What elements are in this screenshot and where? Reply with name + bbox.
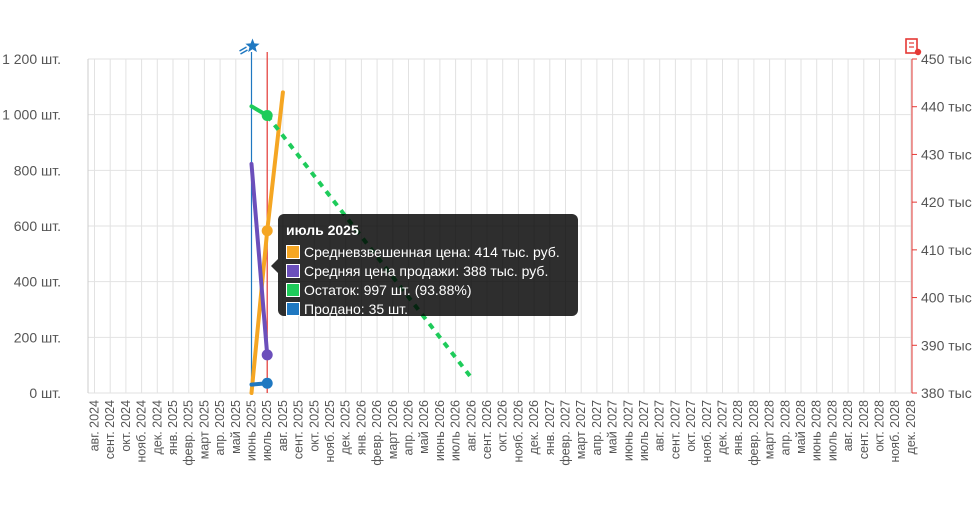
star-trail-icon: [239, 46, 247, 52]
x-tick-label: май 2028: [794, 400, 808, 454]
x-tick-label: май 2026: [417, 400, 431, 454]
data-point-Остаток: [261, 110, 273, 122]
y-right-tick-label: 450 тыс: [921, 51, 972, 67]
x-tick-label: февр. 2027: [559, 400, 573, 466]
x-tick-label: дек. 2027: [716, 400, 730, 455]
x-tick-label: март 2025: [197, 400, 211, 459]
x-tick-label: июнь 2025: [245, 400, 259, 461]
data-point-Средняя-цена-продажи: [261, 349, 273, 361]
x-tick-label: авг. 2025: [276, 400, 290, 451]
x-tick-label: март 2027: [574, 400, 588, 459]
x-tick-label: авг. 2024: [88, 400, 102, 451]
star-trail-icon: [240, 49, 248, 55]
x-tick-label: май 2025: [229, 400, 243, 454]
y-left-tick-label: 1 000 шт.: [2, 107, 61, 123]
x-tick-label: сент. 2026: [480, 400, 494, 459]
x-tick-label: февр. 2028: [747, 400, 761, 466]
x-tick-label: сент. 2025: [292, 400, 306, 459]
x-axis: авг. 2024 сент. 2024 окт. 2024 нояб. 2024 де…: [88, 400, 918, 466]
x-tick-label: авг. 2027: [653, 400, 667, 451]
y-left-tick-label: 1 200 шт.: [2, 51, 61, 67]
y-left-tick-label: 0 шт.: [29, 385, 61, 401]
series-line-Остаток-(прогноз): [265, 114, 473, 379]
tooltip-swatch-weighted-price: [286, 244, 300, 259]
x-tick-label: май 2027: [606, 400, 620, 454]
x-tick-label: февр. 2025: [182, 400, 196, 466]
x-tick-label: янв. 2028: [731, 400, 745, 455]
building-badge-icon: [914, 48, 922, 56]
tooltip-row-text: Остаток: 997 шт. (93.88%): [304, 281, 472, 298]
y-right-tick-label: 400 тыс: [921, 290, 972, 306]
x-tick-label: июль 2027: [637, 400, 651, 461]
tooltip: июль 2025 Средневзвешенная цена: 414 тыс…: [271, 214, 578, 318]
x-tick-label: июнь 2028: [810, 400, 824, 461]
y-right-tick-label: 410 тыс: [921, 242, 972, 258]
x-tick-label: июль 2026: [449, 400, 463, 461]
tooltip-title: июль 2025: [286, 222, 359, 238]
tooltip-swatch-sold: [286, 301, 300, 316]
x-tick-label: март 2026: [386, 400, 400, 459]
tooltip-row-text: Средняя цена продажи: 388 тыс. руб.: [304, 262, 549, 279]
x-tick-label: апр. 2025: [213, 400, 227, 455]
tooltip-row: Средневзвешенная цена: 414 тыс. руб.: [286, 242, 570, 261]
x-tick-label: июль 2028: [825, 400, 839, 461]
y-left-tick-label: 800 шт.: [14, 162, 61, 178]
tooltip-row: Остаток: 997 шт. (93.88%): [286, 280, 570, 299]
tooltip-row: Продано: 35 шт.: [286, 299, 570, 318]
x-tick-label: окт. 2025: [307, 400, 321, 452]
y-left-tick-label: 600 шт.: [14, 218, 61, 234]
tooltip-swatch-avg-sale-price: [286, 263, 300, 278]
x-tick-label: нояб. 2028: [888, 400, 902, 463]
x-tick-label: сент. 2024: [103, 400, 117, 459]
x-tick-label: июнь 2026: [433, 400, 447, 461]
y-right-tick-label: 420 тыс: [921, 194, 972, 210]
x-tick-label: янв. 2026: [354, 400, 368, 455]
tooltip-row: Средняя цена продажи: 388 тыс. руб.: [286, 261, 570, 280]
x-tick-label: дек. 2028: [904, 400, 918, 455]
x-tick-label: окт. 2024: [119, 400, 133, 452]
tooltip-row-text: Средневзвешенная цена: 414 тыс. руб.: [304, 243, 560, 260]
x-tick-label: июль 2025: [260, 400, 274, 461]
tooltip-row-text: Продано: 35 шт.: [304, 300, 409, 317]
y-right-tick-label: 440 тыс: [921, 99, 972, 115]
y-left-tick-label: 200 шт.: [14, 329, 61, 345]
x-tick-label: дек. 2025: [339, 400, 353, 455]
x-tick-label: нояб. 2024: [135, 400, 149, 463]
x-tick-label: нояб. 2026: [511, 400, 525, 463]
x-tick-label: сент. 2027: [668, 400, 682, 459]
y-right-tick-label: 430 тыс: [921, 146, 972, 162]
x-tick-label: дек. 2024: [150, 400, 164, 455]
x-tick-label: нояб. 2027: [700, 400, 714, 463]
data-point-Средневзвешенная-цена: [261, 225, 273, 237]
tooltip-swatch-stock: [286, 282, 300, 297]
x-tick-label: февр. 2026: [370, 400, 384, 466]
series-line-Средняя-цена-продажи: [249, 162, 270, 357]
x-tick-label: янв. 2025: [166, 400, 180, 455]
x-tick-label: авг. 2026: [464, 400, 478, 451]
x-tick-label: июнь 2027: [621, 400, 635, 461]
x-tick-label: апр. 2026: [402, 400, 416, 455]
marker-icons: [239, 38, 922, 56]
x-tick-label: апр. 2028: [778, 400, 792, 455]
data-point-Продано: [261, 377, 273, 389]
x-tick-label: окт. 2026: [496, 400, 510, 452]
y-right-tick-label: 380 тыс: [921, 385, 972, 401]
x-tick-label: апр. 2027: [590, 400, 604, 455]
y-axis-left: 0 шт. 200 шт. 400 шт. 600 шт. 800 шт. 1 000 ш…: [2, 51, 89, 401]
y-axis-right: 380 тыс 390 тыс 400 тыс 410 тыс 420 тыс 430 т…: [911, 51, 972, 401]
x-tick-label: март 2028: [763, 400, 777, 459]
x-tick-label: окт. 2028: [873, 400, 887, 452]
building-icon: [905, 38, 918, 54]
x-tick-label: сент. 2028: [857, 400, 871, 459]
y-right-tick-label: 390 тыс: [921, 337, 972, 353]
x-tick-label: дек. 2026: [527, 400, 541, 455]
star-icon: [245, 38, 260, 53]
x-tick-label: окт. 2027: [684, 400, 698, 452]
series-layer: [249, 90, 473, 395]
x-tick-label: нояб. 2025: [323, 400, 337, 463]
y-left-tick-label: 400 шт.: [14, 274, 61, 290]
x-tick-label: янв. 2027: [543, 400, 557, 455]
x-tick-label: авг. 2028: [841, 400, 855, 451]
